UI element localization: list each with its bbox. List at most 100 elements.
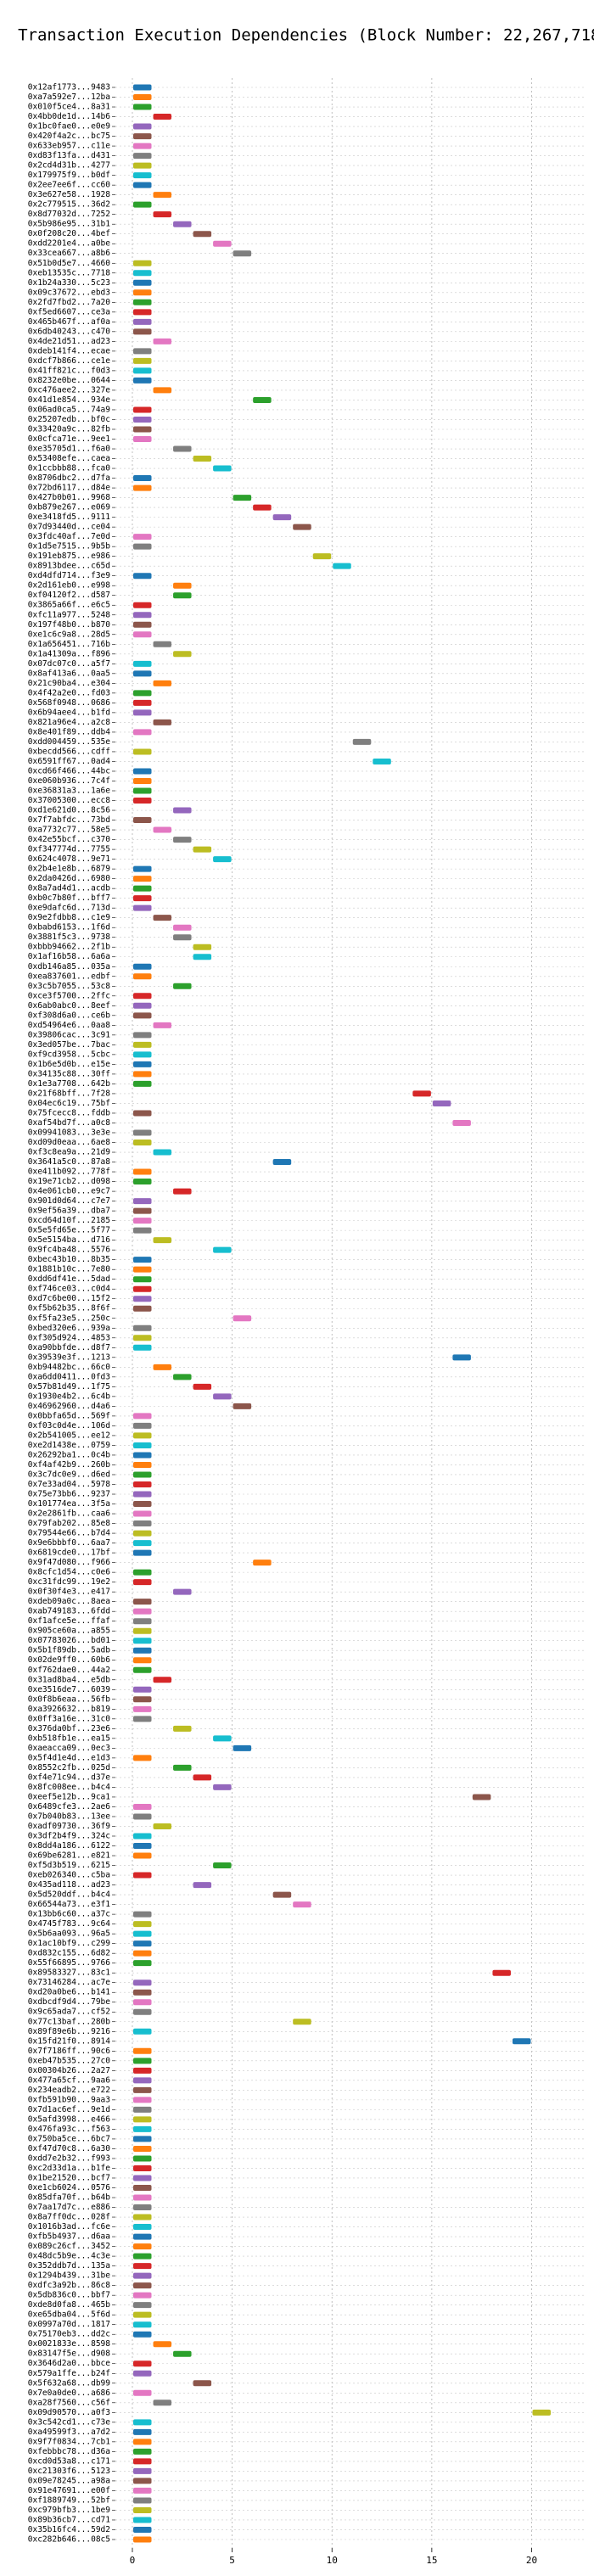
y-tick-label: 0x15fd21f0...8914 [28, 2036, 111, 2046]
y-tick-label: 0x7e33ad04...5978 [28, 1480, 111, 1489]
bar [132, 787, 152, 794]
bar [132, 1686, 152, 1693]
y-tick-label: 0xe060b936...7c4f [28, 776, 110, 786]
y-tick-label: 0x7d1ac6ef...9e1d [28, 2105, 110, 2114]
y-tick-label: 0x39539e3f...1213 [28, 1352, 110, 1362]
y-tick-label: 0x21f68bff...7f28 [28, 1089, 111, 1098]
y-tick-label: 0x821a96e4...a2c8 [28, 718, 111, 727]
bar [132, 1657, 152, 1664]
bar [132, 1540, 152, 1547]
y-tick-label: 0xdb146a85...035a [28, 962, 110, 972]
y-tick-label: 0xf762dae0...44a2 [28, 1666, 110, 1675]
bar [132, 2497, 152, 2504]
bar [132, 1696, 152, 1703]
bar [132, 993, 152, 1000]
bar [132, 1940, 152, 1947]
bar [153, 211, 172, 218]
bar [132, 1257, 152, 1263]
bar [132, 357, 152, 364]
y-tick-label: 0xbabd6153...1f6d [28, 923, 110, 932]
y-tick-label: 0xf308d6a0...ce6b [28, 1011, 111, 1020]
bar [132, 1296, 152, 1302]
y-tick-label: 0x633eb957...c11e [28, 142, 111, 151]
bar [153, 1022, 172, 1028]
y-tick-label: 0xd832c155...6d82 [28, 1949, 110, 1958]
y-tick-label: 0x77c13baf...280b [28, 2017, 111, 2026]
bar [132, 1510, 152, 1517]
y-tick-label: 0x089c26cf...3452 [28, 2242, 110, 2251]
bar [352, 738, 372, 745]
y-tick-label: 0xe65dba04...5f6d [28, 2310, 110, 2320]
bar [132, 162, 152, 169]
bar [132, 904, 152, 911]
bar [132, 123, 152, 130]
y-tick-label: 0xd83f13fa...d431 [28, 151, 111, 160]
bar [132, 1276, 152, 1283]
bar [132, 1999, 152, 2006]
bar [253, 1560, 272, 1566]
y-tick-label: 0xea837601...edbf [28, 972, 110, 981]
y-tick-label: 0x66544a73...e3f1 [28, 1900, 111, 1909]
bar [233, 1744, 252, 1751]
bar [132, 2282, 152, 2289]
bar [193, 1882, 212, 1889]
y-tick-label: 0x53408efe...caea [28, 454, 110, 463]
y-tick-label: 0x37005300...ecc8 [28, 796, 111, 805]
bar [132, 895, 152, 902]
y-tick-label: 0xf305d924...4853 [28, 1333, 110, 1342]
bar [132, 2086, 152, 2093]
y-tick-label: 0xf5b62b35...8f6f [28, 1304, 110, 1313]
y-tick-label: 0x06ad0ca5...74a9 [28, 405, 111, 414]
y-tick-label: 0x0cfca71e...9ee1 [28, 434, 111, 444]
bar [173, 582, 192, 589]
bar [132, 817, 152, 824]
y-tick-label: 0xb518fb1e...ea15 [28, 1733, 110, 1743]
y-tick-label: 0x3c7dc0e9...d6ed [28, 1470, 110, 1479]
y-tick-label: 0x9e6bbbf0...6aa7 [28, 1538, 110, 1548]
y-tick-label: 0xdd7e2b32...f993 [28, 2153, 110, 2163]
bar [213, 1246, 232, 1253]
y-tick-label: 0x35b16fc4...59d2 [28, 2525, 110, 2534]
y-tick-label: 0x3c542cd1...c73e [28, 2417, 111, 2427]
bar [173, 651, 192, 658]
y-tick-label: 0x1016b3ad...fc6e [28, 2222, 111, 2232]
bar [132, 973, 152, 980]
bar [132, 289, 152, 296]
bar [153, 2400, 172, 2406]
y-tick-label: 0x8e401f89...ddb4 [28, 727, 111, 736]
y-tick-label: 0xf04120f2...d587 [28, 591, 110, 600]
bar [153, 1237, 172, 1244]
y-tick-label: 0x579a1ffe...b24f [28, 2369, 110, 2378]
y-tick-label: 0xe36831a3...1a6e [28, 787, 111, 796]
bar [132, 612, 152, 619]
y-tick-label: 0xcd64d10f...2185 [28, 1216, 110, 1225]
bar [173, 807, 192, 814]
y-tick-label: 0x420f4a2c...bc75 [28, 132, 110, 141]
y-tick-label: 0xe3418fd5...9111 [28, 512, 111, 522]
y-tick-label: 0xbec43b10...8b35 [28, 1255, 110, 1264]
bar [193, 954, 212, 960]
bar [153, 2341, 172, 2348]
bar [132, 1335, 152, 1341]
bar [132, 436, 152, 443]
y-tick-label: 0xf746ce03...c0d4 [28, 1285, 111, 1294]
y-tick-label: 0x48dc5b9e...4c3e [28, 2252, 111, 2261]
y-tick-label: 0xc2d33d1a...b1fe [28, 2164, 111, 2173]
bar [132, 1344, 152, 1351]
y-tick-label: 0xaf54bd7f...a0c8 [28, 1118, 111, 1128]
bar [132, 475, 152, 482]
y-tick-label: 0x51b0d5e7...4660 [28, 259, 111, 268]
bar [132, 1471, 152, 1478]
y-tick-label: 0x2b541005...ee12 [28, 1431, 110, 1440]
y-tick-label: 0x2fd7fbd2...7a20 [28, 298, 111, 307]
bar [132, 2028, 152, 2035]
bar [312, 553, 332, 560]
bar [132, 1618, 152, 1625]
bar [173, 1374, 192, 1380]
y-tick-label: 0x75170eb3...dd2c [28, 2330, 110, 2339]
bar [193, 1774, 212, 1781]
x-tick-label: 0 [130, 2555, 136, 2566]
bar [132, 2517, 152, 2523]
bar [193, 1383, 212, 1390]
